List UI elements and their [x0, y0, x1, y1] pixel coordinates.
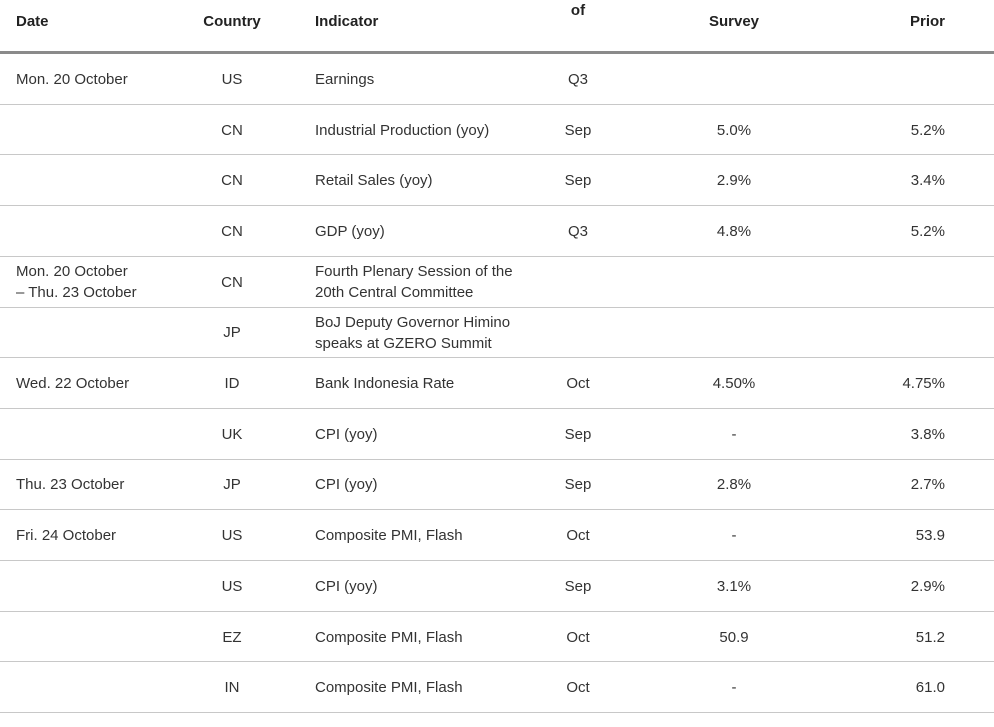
- prior-cell: 5.2%: [910, 222, 945, 240]
- prior-cell: 51.2: [915, 628, 945, 646]
- cell-line: 20th Central Committee: [315, 284, 474, 302]
- country-cell: CN: [221, 273, 243, 291]
- date-cell: Fri. 24 October: [16, 527, 117, 545]
- date-cell: Mon. 20 October – Thu. 23 October: [16, 261, 137, 303]
- header-date: Date: [16, 13, 49, 30]
- survey-cell: 50.9: [719, 628, 749, 646]
- row-separator: [0, 509, 994, 510]
- indicator-cell: Composite PMI, Flash: [315, 679, 463, 697]
- row-separator: [0, 104, 994, 105]
- country-cell: UK: [221, 425, 243, 443]
- indicator-cell: Industrial Production (yoy): [315, 121, 490, 139]
- country-cell: CN: [221, 121, 243, 139]
- cell-line: of: [570, 2, 586, 19]
- survey-cell: 2.9%: [716, 172, 752, 190]
- country-cell: IN: [224, 679, 240, 697]
- cell-line: BoJ Deputy Governor Himino: [315, 313, 511, 331]
- header-country: Country: [203, 13, 261, 30]
- survey-cell: 3.1%: [716, 577, 752, 595]
- indicator-cell: BoJ Deputy Governor Himino speaks at GZER…: [315, 312, 510, 354]
- indicator-cell: Bank Indonesia Rate: [315, 375, 455, 393]
- header-rule: [0, 51, 994, 54]
- country-cell: EZ: [222, 628, 242, 646]
- prior-cell: 2.7%: [910, 476, 945, 494]
- row-separator: [0, 611, 994, 612]
- data-as-of-cell: Sep: [564, 425, 592, 443]
- data-as-of-cell: Oct: [566, 375, 590, 393]
- country-cell: JP: [223, 324, 241, 342]
- indicator-cell: Earnings: [315, 70, 375, 88]
- country-cell: US: [221, 527, 243, 545]
- row-separator: [0, 459, 994, 460]
- date-cell: Wed. 22 October: [16, 375, 130, 393]
- cell-line: Fourth Plenary Session of the: [315, 263, 513, 281]
- header-survey: Survey: [708, 13, 760, 30]
- country-cell: ID: [224, 375, 240, 393]
- row-separator: [0, 357, 994, 358]
- indicator-cell: Retail Sales (yoy): [315, 172, 433, 190]
- indicator-cell: CPI (yoy): [315, 425, 378, 443]
- data-as-of-cell: Oct: [566, 628, 590, 646]
- header-indicator: Indicator: [315, 13, 379, 30]
- data-as-of-cell: Q3: [567, 222, 588, 240]
- row-separator: [0, 256, 994, 257]
- date-cell: Thu. 23 October: [16, 476, 125, 494]
- prior-cell: 3.4%: [910, 172, 945, 190]
- row-separator: [0, 205, 994, 206]
- country-cell: CN: [221, 172, 243, 190]
- data-as-of-cell: Oct: [566, 527, 590, 545]
- indicator-cell: Fourth Plenary Session of the 20th Centra…: [315, 261, 513, 303]
- survey-cell: 4.50%: [712, 375, 756, 393]
- row-separator: [0, 560, 994, 561]
- indicator-cell: CPI (yoy): [315, 476, 378, 494]
- survey-cell: -: [731, 679, 737, 697]
- data-as-of-cell: Sep: [564, 577, 592, 595]
- date-cell: Mon. 20 October: [16, 70, 128, 88]
- cell-line: Mon. 20 October: [16, 263, 128, 281]
- header-data-as-of: Dataasof: [478, 0, 678, 21]
- prior-cell: 61.0: [915, 679, 945, 697]
- survey-cell: 4.8%: [716, 222, 752, 240]
- prior-cell: 5.2%: [910, 121, 945, 139]
- data-as-of-cell: Sep: [564, 121, 592, 139]
- header-prior: Prior: [909, 13, 945, 30]
- survey-cell: 5.0%: [716, 121, 752, 139]
- prior-cell: 2.9%: [910, 577, 945, 595]
- data-as-of-cell: Oct: [566, 679, 590, 697]
- row-separator: [0, 712, 994, 713]
- data-as-of-cell: Sep: [564, 476, 592, 494]
- indicator-cell: Composite PMI, Flash: [315, 527, 463, 545]
- country-cell: CN: [221, 222, 243, 240]
- prior-cell: 3.8%: [910, 425, 945, 443]
- indicator-cell: CPI (yoy): [315, 577, 378, 595]
- country-cell: US: [221, 70, 243, 88]
- indicator-cell: Composite PMI, Flash: [315, 628, 463, 646]
- country-cell: US: [221, 577, 243, 595]
- data-as-of-cell: Q3: [567, 70, 588, 88]
- survey-cell: -: [731, 425, 737, 443]
- survey-cell: 2.8%: [716, 476, 752, 494]
- cell-line: – Thu. 23 October: [16, 284, 137, 302]
- prior-cell: 53.9: [915, 527, 945, 545]
- cell-line: speaks at GZERO Summit: [315, 334, 492, 352]
- row-separator: [0, 154, 994, 155]
- row-separator: [0, 408, 994, 409]
- indicator-cell: GDP (yoy): [315, 222, 385, 240]
- survey-cell: -: [731, 527, 737, 545]
- prior-cell: 4.75%: [902, 375, 945, 393]
- data-as-of-cell: Sep: [564, 172, 592, 190]
- country-cell: JP: [223, 476, 241, 494]
- row-separator: [0, 307, 994, 308]
- row-separator: [0, 661, 994, 662]
